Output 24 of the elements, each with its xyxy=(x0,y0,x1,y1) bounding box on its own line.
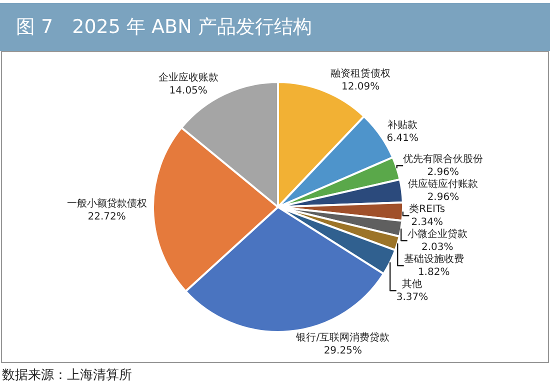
slice-label: 其他 xyxy=(402,278,422,290)
slice-label: 银行/互联网消费贷款 xyxy=(295,331,390,344)
data-label: 2.96% xyxy=(427,192,460,204)
slice-label: 融资租赁债权 xyxy=(330,68,391,80)
data-label: 6.41% xyxy=(386,132,419,144)
slice-label: 基础设施收费 xyxy=(404,253,464,266)
slice-label: 补贴款 xyxy=(388,118,418,131)
slice-label: 供应链应付账款 xyxy=(408,178,478,190)
data-label: 1.82% xyxy=(418,267,450,278)
data-label: 12.09% xyxy=(342,82,380,93)
data-label: 2.03% xyxy=(421,242,454,254)
source-note: 数据来源：上海清算所 xyxy=(1,367,133,384)
data-label: 2.34% xyxy=(411,217,443,228)
chart-title: 图 7 2025 年 ABN 产品发行结构 xyxy=(0,3,550,51)
data-label: 3.37% xyxy=(396,292,428,304)
slice-label: 优先有限合伙股份 xyxy=(403,153,484,166)
data-label: 22.72% xyxy=(88,212,126,223)
slice-label: 小微企业贷款 xyxy=(407,228,468,240)
data-label: 29.25% xyxy=(324,345,362,356)
data-label: 14.05% xyxy=(169,85,208,96)
slice-label: 类REITs xyxy=(409,203,446,216)
slice-label: 一般小额贷款债权 xyxy=(66,198,147,210)
slice-label: 企业应收账款 xyxy=(158,71,218,84)
data-label: 2.96% xyxy=(427,167,459,178)
